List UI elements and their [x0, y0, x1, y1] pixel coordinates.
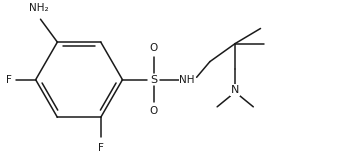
Text: N: N [231, 85, 239, 95]
Text: NH₂: NH₂ [29, 3, 49, 13]
Text: NH: NH [179, 75, 195, 85]
Text: F: F [6, 75, 12, 85]
Text: O: O [150, 106, 158, 116]
Text: O: O [150, 43, 158, 53]
Text: F: F [98, 143, 104, 153]
Text: S: S [150, 75, 157, 85]
